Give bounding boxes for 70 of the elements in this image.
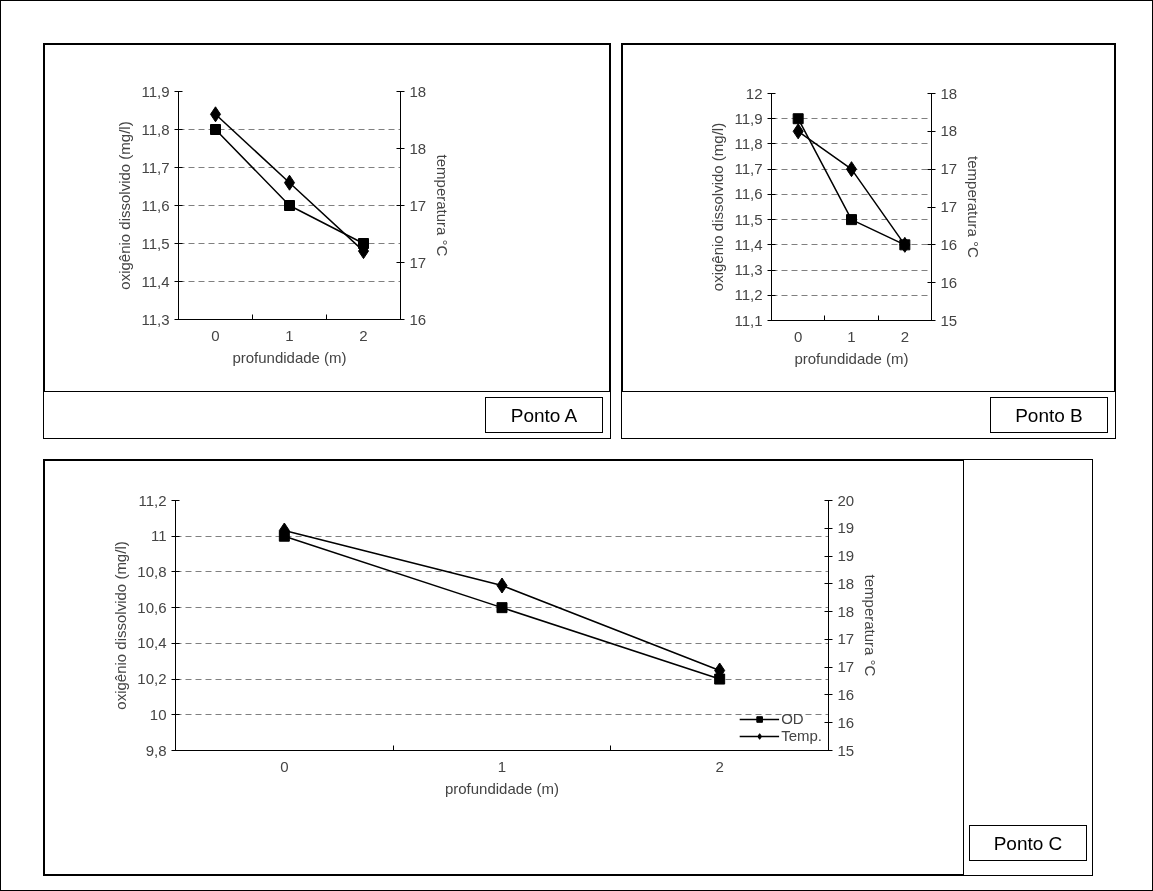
y-tick-label: 11,4: [734, 235, 763, 253]
x-tick-label: 1: [285, 326, 294, 344]
y-axis-title: oxigênio dissolvido (mg/l): [709, 122, 727, 292]
y-tick-label: 9,8: [145, 741, 167, 759]
x-tick-label: 0: [280, 757, 289, 775]
y-axis-title: oxigênio dissolvido (mg/l): [116, 121, 134, 290]
y-tick-label: 10,6: [137, 598, 167, 616]
y2-tick-label: 15: [837, 741, 855, 759]
y2-axis-title: temperatura °C: [965, 156, 983, 259]
y-tick-label: 11,7: [734, 160, 763, 178]
y2-tick-label: 19: [837, 547, 855, 565]
y2-tick-label: 16: [940, 235, 958, 253]
y-tick-label: 10: [149, 705, 167, 723]
y-tick-label: 11,9: [141, 82, 170, 100]
y2-tick-label: 17: [940, 198, 958, 215]
legend-label: OD: [781, 710, 804, 727]
y-tick-label: 11: [150, 527, 167, 545]
text: Ponto C: [993, 832, 1063, 856]
x-tick-label: 0: [794, 327, 803, 345]
y2-axis-title: temperatura °C: [862, 574, 880, 677]
text: Ponto A: [510, 404, 578, 428]
y-tick-label: 11,5: [141, 234, 170, 252]
x-axis-title: profundidade (m): [444, 779, 560, 797]
x-axis-title: profundidade (m): [232, 348, 347, 366]
y-tick-label: 11,6: [734, 185, 763, 203]
y-tick-label: 11,9: [734, 109, 763, 127]
y-tick-label: 11,2: [734, 286, 763, 304]
y2-tick-label: 18: [409, 139, 427, 157]
y2-tick-label: 18: [837, 602, 855, 620]
y2-tick-label: 18: [940, 84, 958, 102]
y2-tick-label: 20: [837, 491, 855, 509]
y-tick-label: 11,2: [138, 491, 167, 509]
x-tick-label: 2: [900, 327, 910, 345]
y-tick-label: 11,5: [734, 210, 763, 228]
y2-tick-label: 18: [409, 82, 427, 100]
x-tick-label: 2: [715, 757, 724, 775]
y-tick-label: 11,3: [734, 261, 763, 279]
text: Ponto B: [1015, 404, 1083, 428]
y-tick-label: 11,7: [141, 158, 170, 176]
y2-tick-label: 16: [940, 273, 958, 291]
y2-tick-label: 15: [940, 311, 958, 329]
y-tick-label: 10,4: [137, 634, 167, 652]
y2-tick-label: 18: [940, 122, 958, 140]
y2-tick-label: 17: [409, 196, 427, 214]
y2-tick-label: 17: [837, 658, 855, 676]
y2-tick-label: 17: [409, 253, 427, 271]
y-tick-label: 11,8: [141, 120, 170, 138]
y2-tick-label: 17: [837, 630, 855, 648]
x-tick-label: 1: [497, 757, 507, 775]
x-axis-title: profundidade (m): [794, 349, 909, 367]
y2-tick-label: 16: [837, 713, 855, 731]
y-axis-title: oxigênio dissolvido (mg/l): [112, 541, 130, 710]
y-tick-label: 11,3: [141, 310, 170, 328]
x-tick-label: 1: [847, 327, 856, 345]
x-tick-label: 0: [211, 326, 220, 344]
y-tick-label: 11,8: [734, 134, 763, 152]
y-tick-label: 11,4: [141, 272, 170, 290]
y2-tick-label: 16: [837, 685, 855, 703]
legend-label: Temp.: [781, 727, 822, 744]
y-tick-label: 10,2: [137, 670, 167, 688]
y2-tick-label: 18: [837, 574, 855, 592]
y2-tick-label: 16: [409, 310, 427, 328]
y2-tick-label: 19: [837, 519, 855, 537]
y-tick-label: 11,6: [141, 196, 170, 214]
y2-axis-title: temperatura °C: [434, 154, 452, 257]
y-tick-label: 10,8: [137, 562, 167, 580]
y-tick-label: 12: [745, 84, 763, 102]
x-tick-label: 2: [359, 326, 368, 344]
y2-tick-label: 17: [940, 160, 958, 178]
y-tick-label: 11,1: [734, 311, 763, 329]
